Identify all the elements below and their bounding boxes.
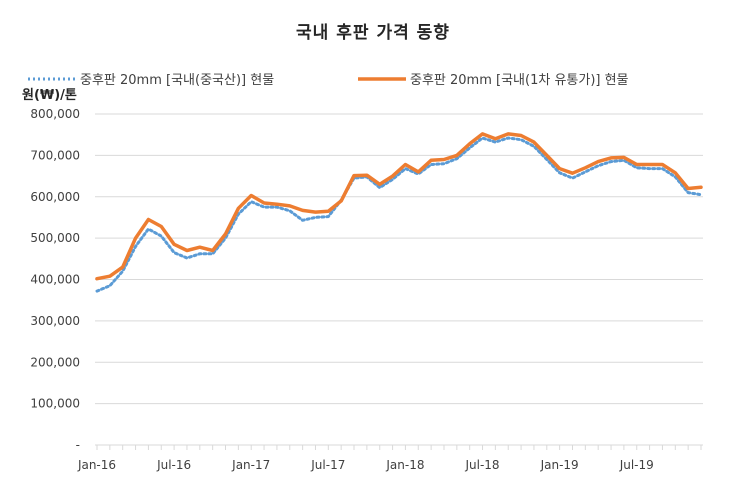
y-axis-unit-label: 원(₩)/톤 [22,88,77,103]
x-tick-label: Jan-19 [540,458,579,472]
y-tick-label: 200,000 [30,355,80,369]
series-line-china-import [95,136,703,293]
x-tick-label: Jan-17 [231,458,270,472]
y-tick-label: 800,000 [30,107,80,121]
chart-title: 국내 후판 가격 동향 [296,22,450,43]
series-lines [95,132,703,293]
x-tick-label: Jul-17 [310,458,345,472]
x-tick-label: Jan-18 [385,458,424,472]
x-tick-label: Jul-19 [619,458,654,472]
x-tick-label: Jul-16 [156,458,191,472]
x-tick-label: Jul-18 [464,458,499,472]
series-line-first-distribution [95,132,703,281]
y-axis-ticks: - 100,000 200,000 300,000 400,000 500,000 600,… [30,107,80,452]
x-axis-ticks: Jan-16 Jul-16 Jan-17 Jul-17 Jan-18 Jul-18 Jan-… [77,445,702,472]
y-tick-label: 700,000 [30,148,80,162]
legend-label-distribution: 중후판 20mm [국내(1차 유통가)] 현물 [410,73,629,88]
gridlines [95,113,703,405]
x-tick-label: Jan-16 [77,458,116,472]
y-tick-label: - [76,438,80,452]
legend: 중후판 20mm [국내(중국산)] 현물 중후판 20mm [국내(1차 유통… [28,73,629,88]
y-tick-label: 300,000 [30,314,80,328]
y-tick-label: 500,000 [30,231,80,245]
legend-label-china: 중후판 20mm [국내(중국산)] 현물 [80,73,274,88]
y-tick-label: 400,000 [30,273,80,287]
y-tick-label: 100,000 [30,397,80,411]
y-tick-label: 600,000 [30,190,80,204]
